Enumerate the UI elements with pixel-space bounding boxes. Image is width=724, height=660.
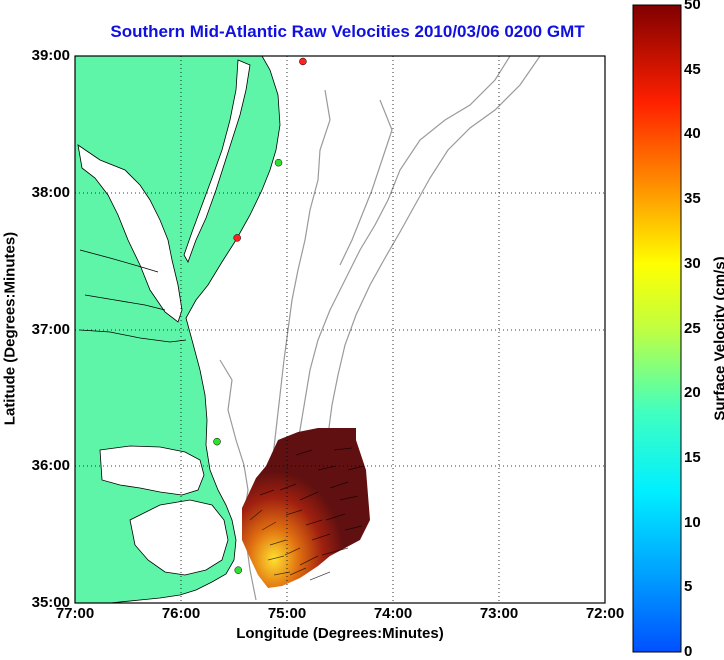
station-marker [234, 234, 241, 241]
colorbar-tick-label: 5 [684, 578, 692, 595]
x-tick-label: 75:00 [257, 605, 317, 622]
colorbar-tick-label: 30 [684, 255, 701, 272]
y-tick-label: 38:00 [0, 184, 70, 201]
station-marker [275, 159, 282, 166]
colorbar-tick-label: 35 [684, 190, 701, 207]
colorbar-tick-label: 10 [684, 514, 701, 531]
colorbar [633, 5, 681, 652]
colorbar-tick-label: 15 [684, 449, 701, 466]
x-tick-label: 74:00 [363, 605, 423, 622]
station-marker [235, 567, 242, 574]
x-tick-label: 73:00 [469, 605, 529, 622]
colorbar-label: Surface Velocity (cm/s) [712, 219, 724, 459]
x-tick-label: 72:00 [575, 605, 635, 622]
colorbar-tick-label: 40 [684, 125, 701, 142]
colorbar-tick-label: 20 [684, 384, 701, 401]
colorbar-tick-label: 0 [684, 643, 692, 660]
y-tick-label: 36:00 [0, 457, 70, 474]
station-marker [299, 58, 306, 65]
y-tick-label: 37:00 [0, 321, 70, 338]
y-tick-label: 39:00 [0, 47, 70, 64]
station-marker [214, 438, 221, 445]
x-axis-label: Longitude (Degrees:Minutes) [75, 625, 605, 642]
x-tick-label: 76:00 [151, 605, 211, 622]
colorbar-tick-label: 50 [684, 0, 701, 13]
colorbar-tick-label: 25 [684, 320, 701, 337]
y-tick-label: 35:00 [0, 594, 70, 611]
colorbar-tick-label: 45 [684, 61, 701, 78]
